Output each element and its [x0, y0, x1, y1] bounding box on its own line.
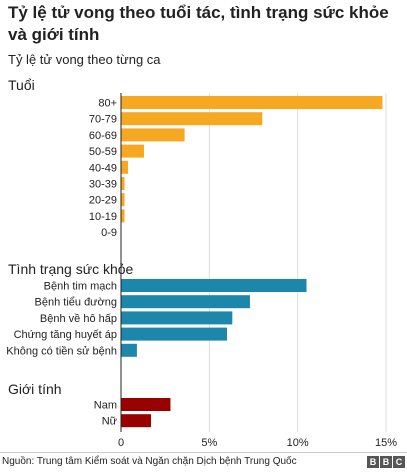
bar: [121, 193, 125, 207]
category-label: Bệnh tiểu đường: [35, 297, 117, 309]
bar: [121, 144, 144, 158]
bar: [121, 327, 227, 341]
bbc-logo-letter: B: [367, 456, 379, 468]
bar: [121, 160, 129, 174]
bars: [121, 96, 383, 428]
bar: [121, 279, 307, 292]
footer-divider: [0, 452, 407, 453]
gridlines: [208, 93, 387, 432]
category-label: 0-9: [101, 227, 117, 239]
chart-subtitle: Tỷ lệ tử vong theo từng ca: [8, 52, 161, 67]
bar: [121, 398, 171, 411]
category-label: Bệnh tim mạch: [44, 281, 117, 293]
category-label: 50-59: [89, 146, 117, 158]
x-axis: 0 5% 10% 15%: [118, 93, 397, 449]
group-label-age: Tuổi: [8, 77, 35, 93]
tick-label: 15%: [375, 437, 397, 449]
category-label: 80+: [98, 98, 117, 110]
category-label: 30-39: [89, 179, 117, 191]
bar: [121, 112, 263, 126]
tick-label: 5%: [201, 437, 217, 449]
mortality-bar-chart: 80+ 70-79 60-69 50-59 40-49 30-39 20-29 10-19 0-…: [6, 93, 397, 449]
tick-label: 10%: [287, 437, 309, 449]
category-label: 60-69: [89, 130, 117, 142]
category-label: Không có tiền sử bệnh: [6, 345, 117, 357]
category-label: Nam: [94, 400, 117, 412]
category-label: Chứng tăng huyết áp: [14, 329, 117, 341]
bar: [121, 177, 125, 190]
bar: [121, 414, 152, 428]
category-label: 40-49: [89, 162, 117, 174]
bbc-logo-letter: B: [380, 456, 392, 468]
bbc-logo-letter: C: [393, 456, 405, 468]
bar: [121, 295, 250, 309]
category-labels: 80+ 70-79 60-69 50-59 40-49 30-39 20-29 10-19 0-…: [6, 98, 117, 428]
category-label: 70-79: [89, 114, 117, 126]
group-label-gender: Giới tính: [8, 381, 62, 397]
category-label: Bệnh về hô hấp: [40, 313, 117, 325]
category-label: 20-29: [89, 195, 117, 207]
category-label: Nữ: [102, 416, 118, 428]
source-note: Nguồn: Trung tâm Kiểm soát và Ngăn chặn …: [2, 456, 297, 467]
chart-title: Tỷ lệ tử vong theo tuổi tác, tình trạng …: [8, 3, 389, 44]
bbc-logo: B B C: [367, 456, 405, 468]
bar: [121, 311, 233, 325]
bar: [121, 343, 137, 357]
category-label: 10-19: [89, 211, 117, 223]
bar: [121, 209, 125, 223]
bar: [121, 96, 383, 109]
tick-label: 0: [118, 437, 124, 449]
bar: [121, 128, 185, 142]
group-label-health: Tình trạng sức khỏe: [8, 261, 134, 277]
